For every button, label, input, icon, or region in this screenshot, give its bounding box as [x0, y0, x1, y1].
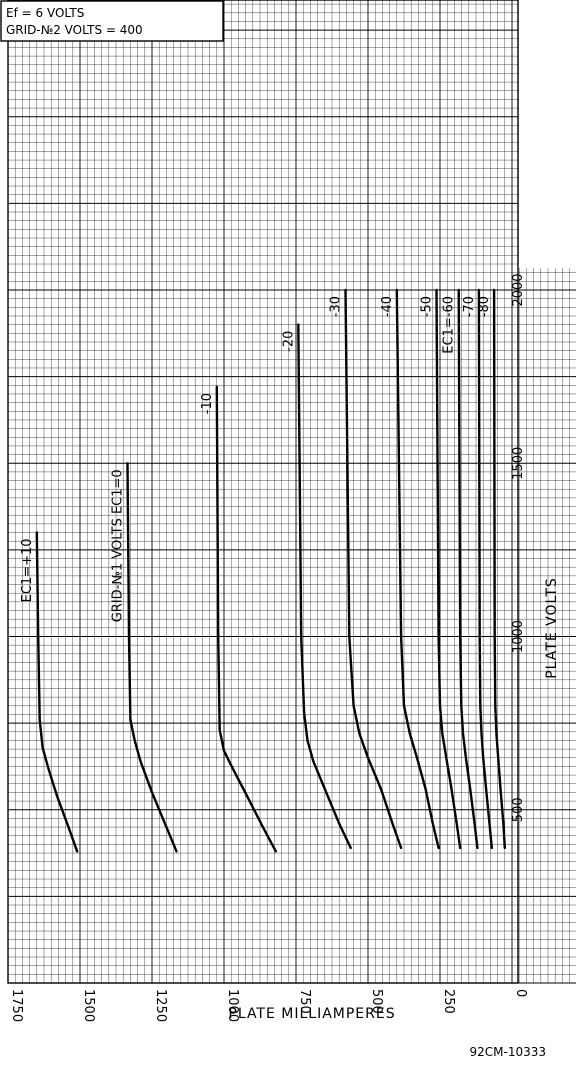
curve-label: -30	[329, 296, 344, 317]
plot-border	[7, 0, 519, 984]
y-tick-label: 1000	[511, 620, 526, 653]
x-tick-label: 0	[513, 989, 528, 997]
curve-9	[492, 288, 506, 850]
curve-6	[435, 288, 462, 850]
x-tick-label: 500	[369, 989, 384, 1014]
curve-8	[477, 288, 493, 850]
conditions-box: Ef = 6 VOLTS GRID-№2 VOLTS = 400	[0, 0, 224, 42]
x-tick-label: 1250	[153, 989, 168, 1022]
curve-label: -50	[420, 296, 435, 317]
y-tick-labels: 500 1000 1500 2000	[511, 273, 526, 822]
conditions-line-2: GRID-№2 VOLTS = 400	[6, 23, 143, 37]
y-tick-label: 2000	[511, 273, 526, 306]
y-tick-label: 500	[511, 797, 526, 822]
x-tick-labels: 1750 1500 1250 1000 750 500 250 0	[9, 989, 528, 1022]
curve-label: EC1=-60	[442, 296, 457, 354]
conditions-line-1: Ef = 6 VOLTS	[6, 6, 84, 20]
x-axis-title: PLATE MILLIAMPERES	[228, 1006, 395, 1022]
curve-1	[126, 462, 178, 853]
curve-7	[457, 288, 479, 850]
x-tick-label: 250	[441, 989, 456, 1014]
curve-0	[35, 531, 79, 853]
curve-3	[297, 323, 352, 850]
curve-label: -10	[200, 393, 215, 414]
curve-5	[395, 288, 440, 850]
y-tick-label: 1500	[511, 447, 526, 480]
x-tick-label: 1750	[9, 989, 24, 1022]
conditions-box-border	[0, 0, 224, 42]
x-tick-label: 750	[297, 989, 312, 1014]
curve-4	[344, 288, 403, 850]
curve-label: -40	[380, 296, 395, 317]
curve-label: -70	[462, 296, 477, 317]
curve-label: -20	[281, 331, 296, 352]
curve-2	[215, 385, 277, 853]
x-tick-label: 1500	[81, 989, 96, 1022]
curves-group	[35, 288, 506, 853]
curve-label: GRID-№1 VOLTS EC1=0	[111, 469, 126, 622]
curve-label: EC1=+10	[20, 539, 35, 603]
chart-grid	[7, 0, 576, 984]
curve-label: -80	[477, 296, 492, 317]
curve-labels-group: EC1=+10 GRID-№1 VOLTS EC1=0 -10 -20 -30 -40 -5…	[20, 296, 492, 622]
x-tick-label: 1000	[225, 989, 240, 1022]
figure-id: 92CM-10333	[469, 1045, 546, 1059]
y-axis-title: PLATE VOLTS	[544, 577, 560, 679]
